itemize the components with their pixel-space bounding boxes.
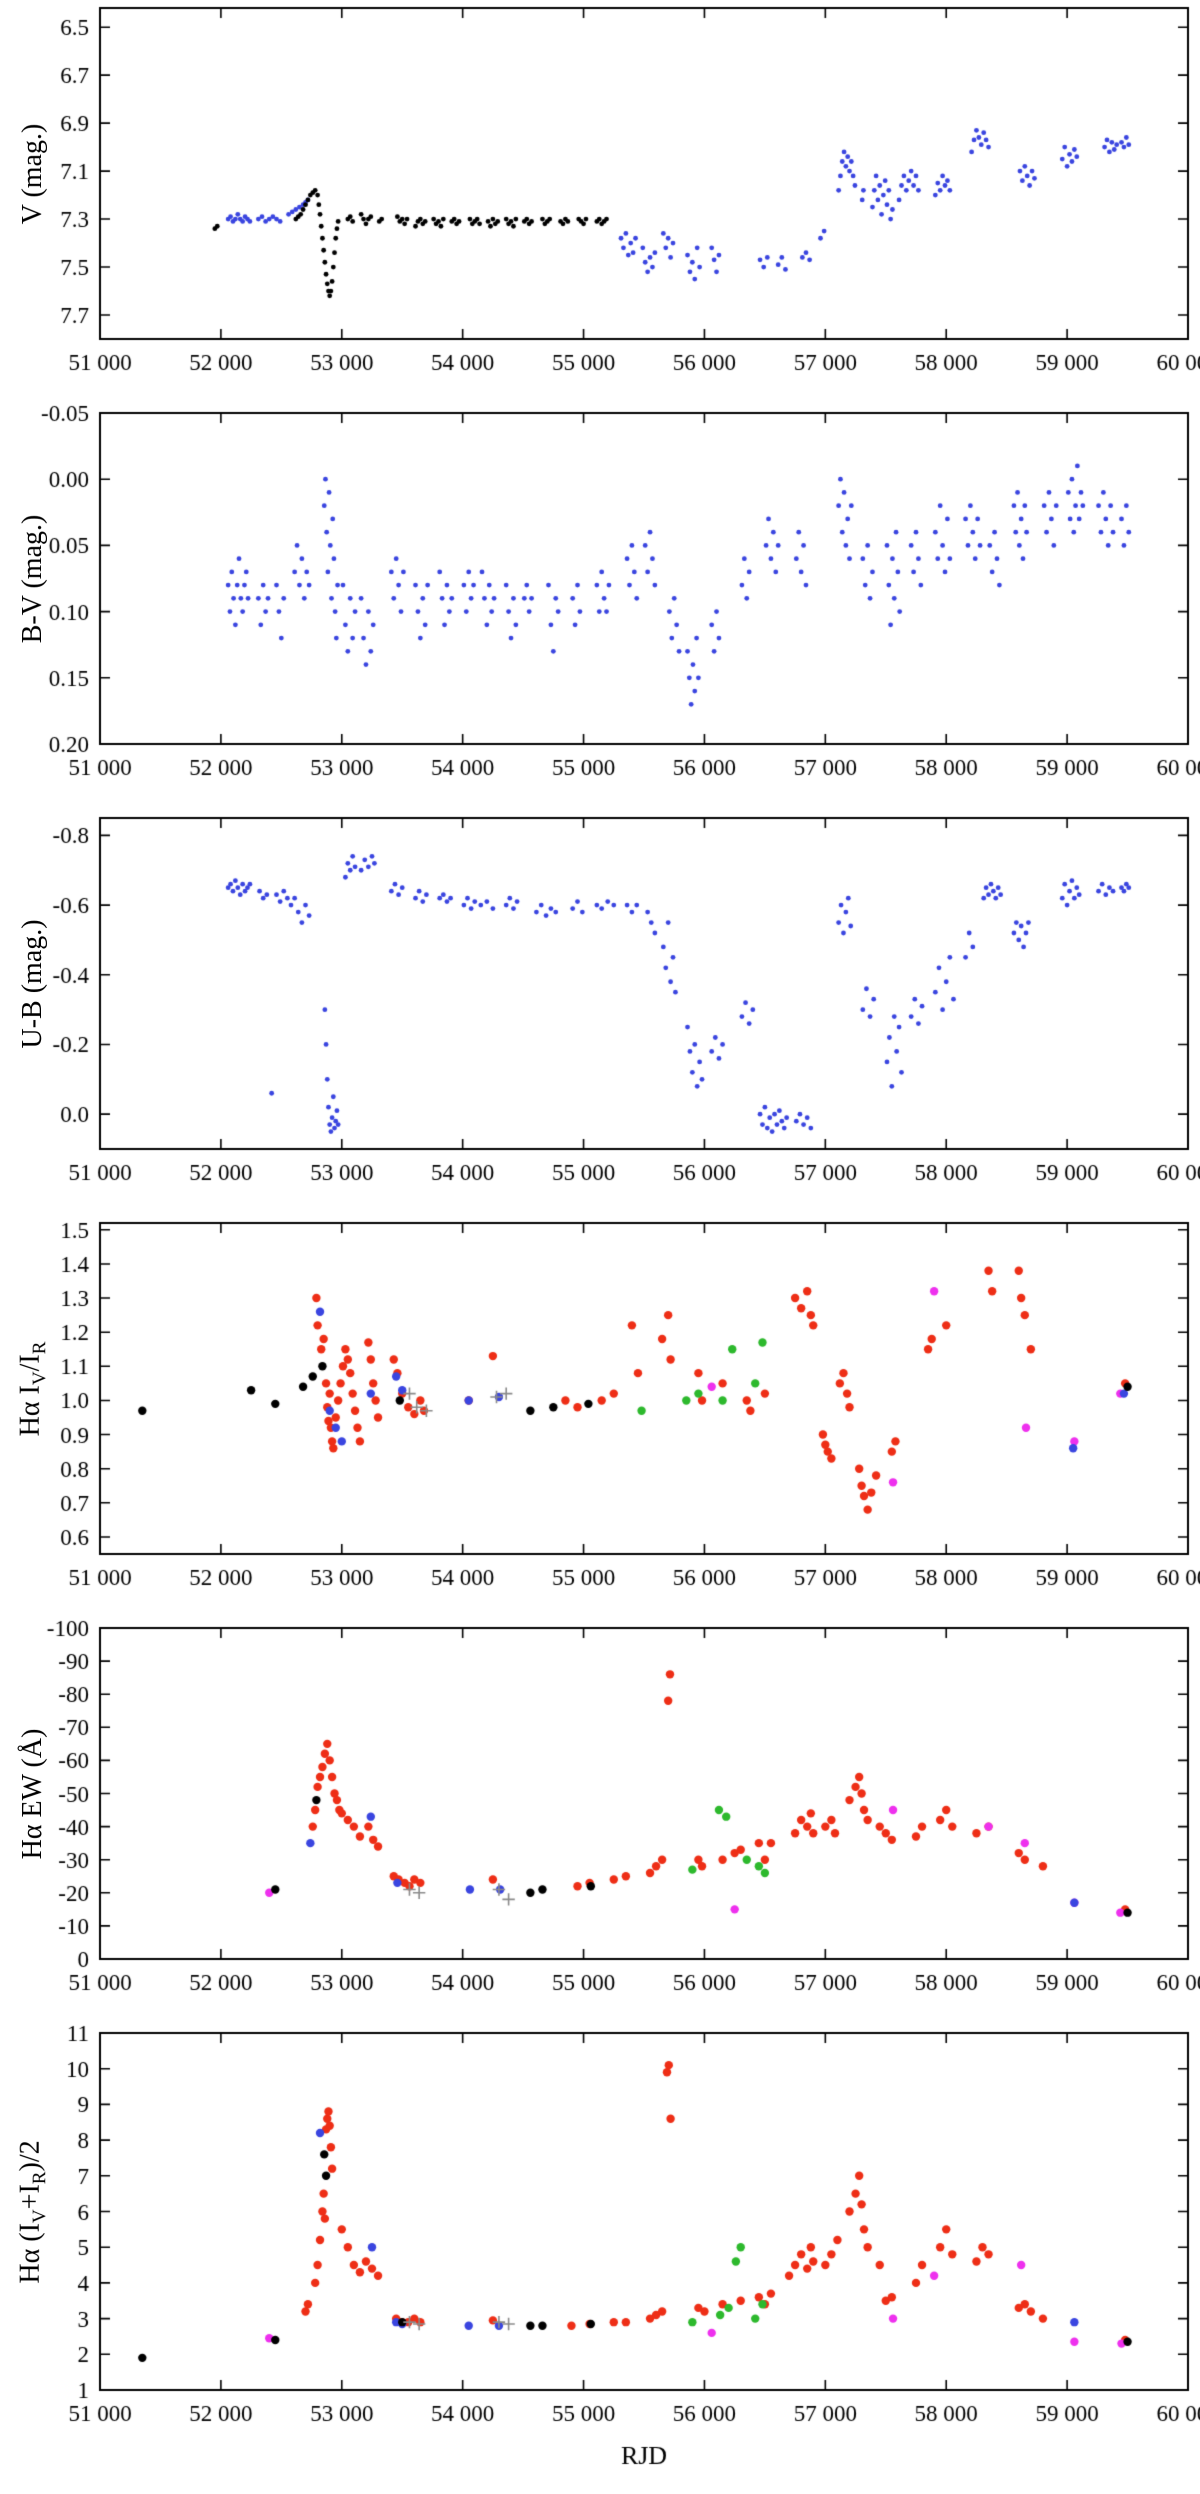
panel-ub: U-B (mag.)	[0, 810, 1200, 1215]
ub-axis-label: U-B (mag.)	[17, 918, 48, 1049]
panel-halpha-ew: Hα EW (Å)	[0, 1620, 1200, 2025]
halpha-ew-axis-label: Hα EW (Å)	[17, 1728, 48, 1859]
panel-halpha-ratio: Hα IV/IR	[0, 1215, 1200, 1620]
panel-halpha-peak: Hα (IV+IR)/2	[0, 2025, 1200, 2494]
halpha-peak-axis-label: Hα (IV+IR)/2	[14, 2139, 51, 2284]
v-axis-label: V (mag.)	[17, 123, 48, 224]
halpha-peak-plot-canvas	[0, 2025, 1200, 2494]
halpha-ew-plot-canvas	[0, 1620, 1200, 2025]
panel-bv: B-V (mag.)	[0, 405, 1200, 810]
halpha-ratio-plot-canvas	[0, 1215, 1200, 1620]
halpha-ratio-axis-label: Hα IV/IR	[14, 1341, 51, 1436]
ub-plot-canvas	[0, 810, 1200, 1215]
panel-v: V (mag.)	[0, 0, 1200, 405]
bv-plot-canvas	[0, 405, 1200, 810]
v-plot-canvas	[0, 0, 1200, 405]
bv-axis-label: B-V (mag.)	[17, 514, 48, 643]
